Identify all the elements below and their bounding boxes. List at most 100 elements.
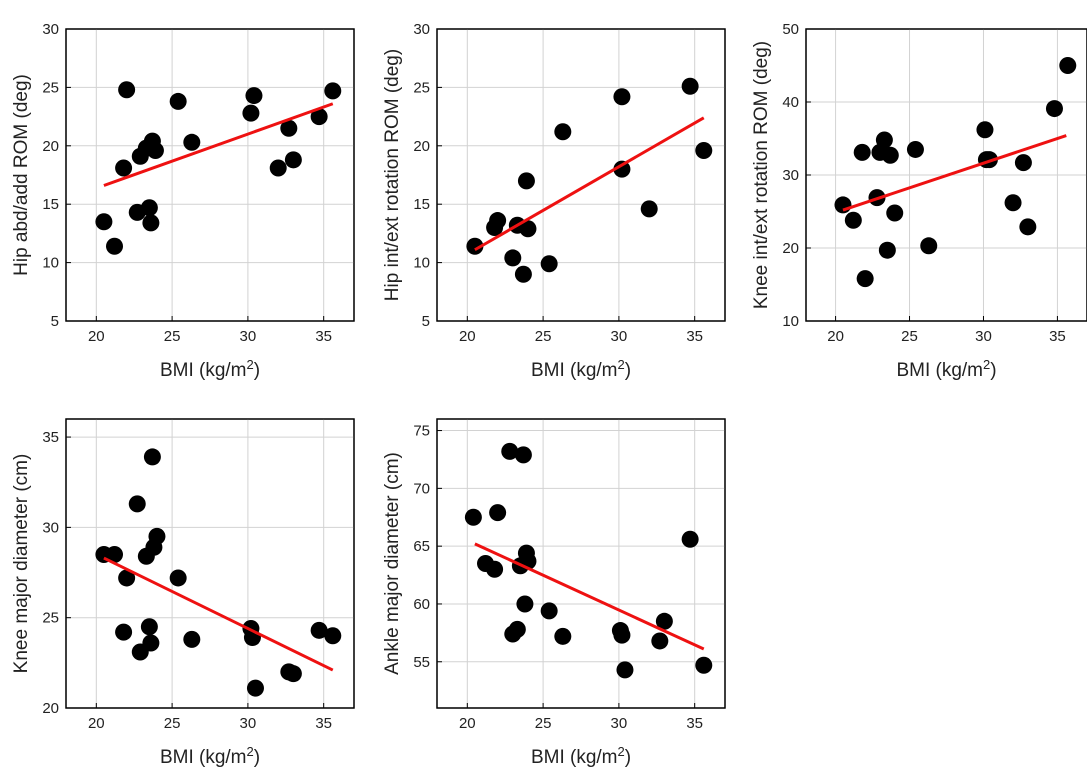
y-tick-label: 35 bbox=[42, 429, 59, 446]
data-point bbox=[844, 211, 862, 229]
data-point bbox=[540, 602, 558, 620]
x-tick-label: 35 bbox=[686, 328, 703, 345]
data-point bbox=[310, 108, 328, 126]
data-point bbox=[613, 160, 631, 178]
plot-area bbox=[436, 28, 726, 322]
data-point bbox=[1045, 100, 1063, 118]
data-point bbox=[183, 133, 201, 151]
y-axis-label: Knee int/ext rotation ROM (deg) bbox=[751, 41, 772, 309]
x-tick-label: 30 bbox=[240, 715, 257, 732]
data-point bbox=[906, 140, 924, 158]
x-axis-label-tail: ) bbox=[254, 360, 260, 381]
data-point bbox=[246, 679, 264, 697]
data-point bbox=[695, 141, 713, 159]
y-tick-label: 20 bbox=[413, 138, 430, 155]
data-point bbox=[878, 241, 896, 259]
data-point bbox=[501, 442, 519, 460]
data-point bbox=[115, 159, 133, 177]
data-point bbox=[613, 626, 631, 644]
data-point bbox=[128, 495, 146, 513]
panel-4: 20 25 30 35 20 25 30 35 BMI (kg/m2) Knee major di… bbox=[11, 418, 355, 769]
x-axis-label: BMI (kg/m2) bbox=[160, 744, 260, 769]
y-axis-label: Hip abd/add ROM (deg) bbox=[11, 74, 32, 276]
y-tick-label: 25 bbox=[42, 610, 59, 627]
x-axis-label-exponent: 2 bbox=[247, 744, 254, 759]
data-point bbox=[106, 545, 124, 563]
x-axis-label-tail: ) bbox=[990, 360, 996, 381]
y-tick-label: 25 bbox=[413, 79, 430, 96]
data-point bbox=[284, 665, 302, 683]
data-point bbox=[886, 204, 904, 222]
data-point bbox=[140, 618, 158, 636]
x-tick-label: 25 bbox=[535, 715, 552, 732]
y-tick-label: 20 bbox=[782, 240, 799, 257]
plot-area bbox=[65, 28, 355, 322]
y-tick-label: 20 bbox=[42, 138, 59, 155]
x-tick-label: 20 bbox=[459, 328, 476, 345]
data-point bbox=[540, 255, 558, 273]
x-axis-label-tail: ) bbox=[254, 747, 260, 768]
x-axis-label: BMI (kg/m2) bbox=[531, 744, 631, 769]
data-point bbox=[554, 627, 572, 645]
fit-line bbox=[474, 116, 705, 252]
x-tick-label: 35 bbox=[315, 328, 332, 345]
x-tick-label: 25 bbox=[535, 328, 552, 345]
x-axis-label-main: BMI (kg/m bbox=[531, 360, 618, 381]
x-axis-label-main: BMI (kg/m bbox=[896, 360, 983, 381]
data-point bbox=[489, 212, 507, 230]
y-tick-label: 15 bbox=[413, 196, 430, 213]
x-axis-label: BMI (kg/m2) bbox=[160, 357, 260, 382]
data-point bbox=[169, 569, 187, 587]
y-tick-label: 5 bbox=[422, 313, 430, 330]
y-tick-label: 25 bbox=[42, 79, 59, 96]
plot-area bbox=[65, 418, 355, 709]
data-point bbox=[613, 88, 631, 106]
x-tick-label: 30 bbox=[611, 328, 628, 345]
x-axis-label-main: BMI (kg/m bbox=[160, 360, 247, 381]
y-tick-label: 55 bbox=[413, 654, 430, 671]
x-axis-label: BMI (kg/m2) bbox=[896, 357, 996, 382]
data-point bbox=[616, 661, 634, 679]
data-point bbox=[651, 632, 669, 650]
data-point bbox=[310, 621, 328, 639]
x-tick-label: 25 bbox=[164, 328, 181, 345]
y-tick-label: 10 bbox=[413, 255, 430, 272]
data-point bbox=[514, 446, 532, 464]
x-tick-label: 35 bbox=[315, 715, 332, 732]
plot-border bbox=[65, 28, 355, 322]
fit-line bbox=[103, 556, 334, 672]
data-point bbox=[1014, 154, 1032, 172]
data-point bbox=[554, 123, 572, 141]
x-axis-label: BMI (kg/m2) bbox=[531, 357, 631, 382]
fit-line bbox=[474, 542, 705, 651]
data-point bbox=[464, 508, 482, 526]
x-tick-label: 20 bbox=[88, 715, 105, 732]
data-point bbox=[514, 265, 532, 283]
plot-border bbox=[436, 418, 726, 709]
x-tick-label: 20 bbox=[459, 715, 476, 732]
y-tick-label: 10 bbox=[42, 255, 59, 272]
y-tick-label: 70 bbox=[413, 480, 430, 497]
data-point bbox=[148, 527, 166, 545]
panel-2: 20 25 30 35 5 10 15 20 25 30 BMI (kg/m2) Hip int/ex… bbox=[382, 21, 726, 382]
data-point bbox=[280, 119, 298, 137]
data-point bbox=[466, 237, 484, 255]
data-point bbox=[269, 159, 287, 177]
data-point bbox=[146, 141, 164, 159]
y-tick-label: 5 bbox=[51, 313, 59, 330]
data-point bbox=[245, 87, 263, 105]
data-point bbox=[324, 82, 342, 100]
data-point bbox=[504, 249, 522, 267]
y-tick-label: 60 bbox=[413, 596, 430, 613]
x-tick-label: 25 bbox=[164, 715, 181, 732]
y-axis-label: Ankle major diameter (cm) bbox=[382, 452, 403, 675]
data-point bbox=[1019, 218, 1037, 236]
data-point bbox=[516, 595, 534, 613]
data-point bbox=[655, 612, 673, 630]
y-tick-label: 15 bbox=[42, 196, 59, 213]
x-tick-label: 30 bbox=[611, 715, 628, 732]
x-axis-label-main: BMI (kg/m bbox=[531, 747, 618, 768]
y-tick-label: 10 bbox=[782, 313, 799, 330]
data-point bbox=[284, 151, 302, 169]
